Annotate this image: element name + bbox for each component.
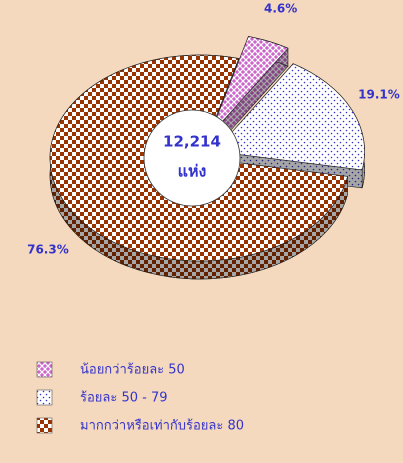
value-label: 4.6% [264,2,297,16]
slice [213,63,365,171]
legend-swatch [36,361,53,378]
legend-swatch [36,417,53,434]
center-circle [143,109,241,207]
value-label: 76.3% [27,242,69,256]
legend-label: มากกว่าหรือเท่ากับร้อยละ 80 [80,418,244,434]
center-text: แห่ง [178,162,207,181]
slice [209,36,289,137]
legend-swatch [36,389,53,406]
legend-label: น้อยกว่าร้อยละ 50 [80,363,185,378]
value-label: 19.1% [358,88,400,102]
center-text: 12,214 [163,133,221,151]
legend-label: ร้อยละ 50 - 79 [80,391,168,406]
